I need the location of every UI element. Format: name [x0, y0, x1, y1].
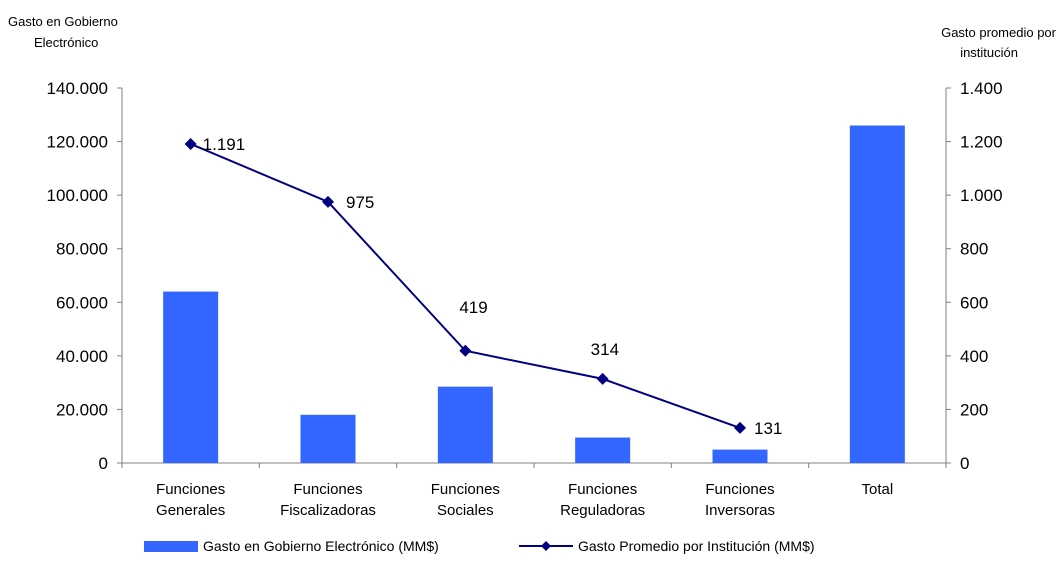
right-axis-title-line2: institución [960, 45, 1018, 60]
data-label: 1.191 [203, 135, 246, 154]
category-label: Sociales [437, 502, 494, 519]
category-label: Funciones [705, 481, 774, 498]
left-tick-label: 20.000 [56, 400, 108, 419]
bar [437, 386, 493, 463]
left-axis-title-line2: Electrónico [34, 35, 98, 50]
legend-bar-swatch [144, 541, 198, 552]
right-tick-label: 0 [960, 454, 969, 473]
bar [163, 291, 219, 463]
category-label: Funciones [156, 481, 225, 498]
category-label: Funciones [568, 481, 637, 498]
category-label: Inversoras [705, 502, 775, 519]
left-tick-label: 120.000 [47, 133, 108, 152]
line-point-marker [734, 421, 746, 434]
line-point-marker [596, 372, 609, 385]
right-axis-title-line1: Gasto promedio por [941, 25, 1057, 40]
category-label: Fiscalizadoras [280, 502, 376, 519]
bar [712, 449, 768, 463]
right-tick-label: 600 [960, 293, 988, 312]
left-tick-label: 0 [99, 454, 108, 473]
line-point-marker [184, 137, 197, 150]
data-label: 975 [346, 193, 374, 212]
right-tick-label: 1.200 [960, 133, 1003, 152]
line-point-marker [322, 195, 334, 208]
data-label: 131 [754, 419, 782, 438]
bar [575, 437, 631, 463]
left-tick-label: 140.000 [47, 79, 108, 98]
category-label: Generales [156, 502, 225, 519]
right-tick-label: 1.400 [960, 79, 1003, 98]
right-tick-label: 800 [960, 240, 988, 259]
data-label: 314 [591, 340, 619, 359]
plot-area: 0 20.000 40.000 60.000 80.000 100.000 120.000 1… [47, 79, 1003, 519]
category-label: Funciones [293, 481, 362, 498]
line-point-marker [459, 344, 472, 357]
right-tick-label: 400 [960, 347, 988, 366]
category-label: Funciones [431, 481, 500, 498]
left-tick-label: 100.000 [47, 186, 108, 205]
right-tick-label: 1.000 [960, 186, 1003, 205]
bar [849, 125, 905, 463]
legend-line-marker [541, 541, 551, 551]
right-tick-label: 200 [960, 400, 988, 419]
left-tick-label: 80.000 [56, 240, 108, 259]
data-label: 419 [459, 298, 487, 317]
legend: Gasto en Gobierno Electrónico (MM$) Gasto… [144, 538, 815, 554]
left-axis-title-line1: Gasto en Gobierno [8, 14, 118, 29]
category-label: Reguladoras [560, 502, 645, 519]
left-tick-label: 40.000 [56, 347, 108, 366]
category-label: Total [861, 481, 893, 498]
legend-label: Gasto en Gobierno Electrónico (MM$) [203, 538, 439, 554]
left-tick-label: 60.000 [56, 293, 108, 312]
series-line [190, 143, 741, 429]
legend-label: Gasto Promedio por Institución (MM$) [578, 538, 815, 554]
bar [300, 414, 356, 463]
